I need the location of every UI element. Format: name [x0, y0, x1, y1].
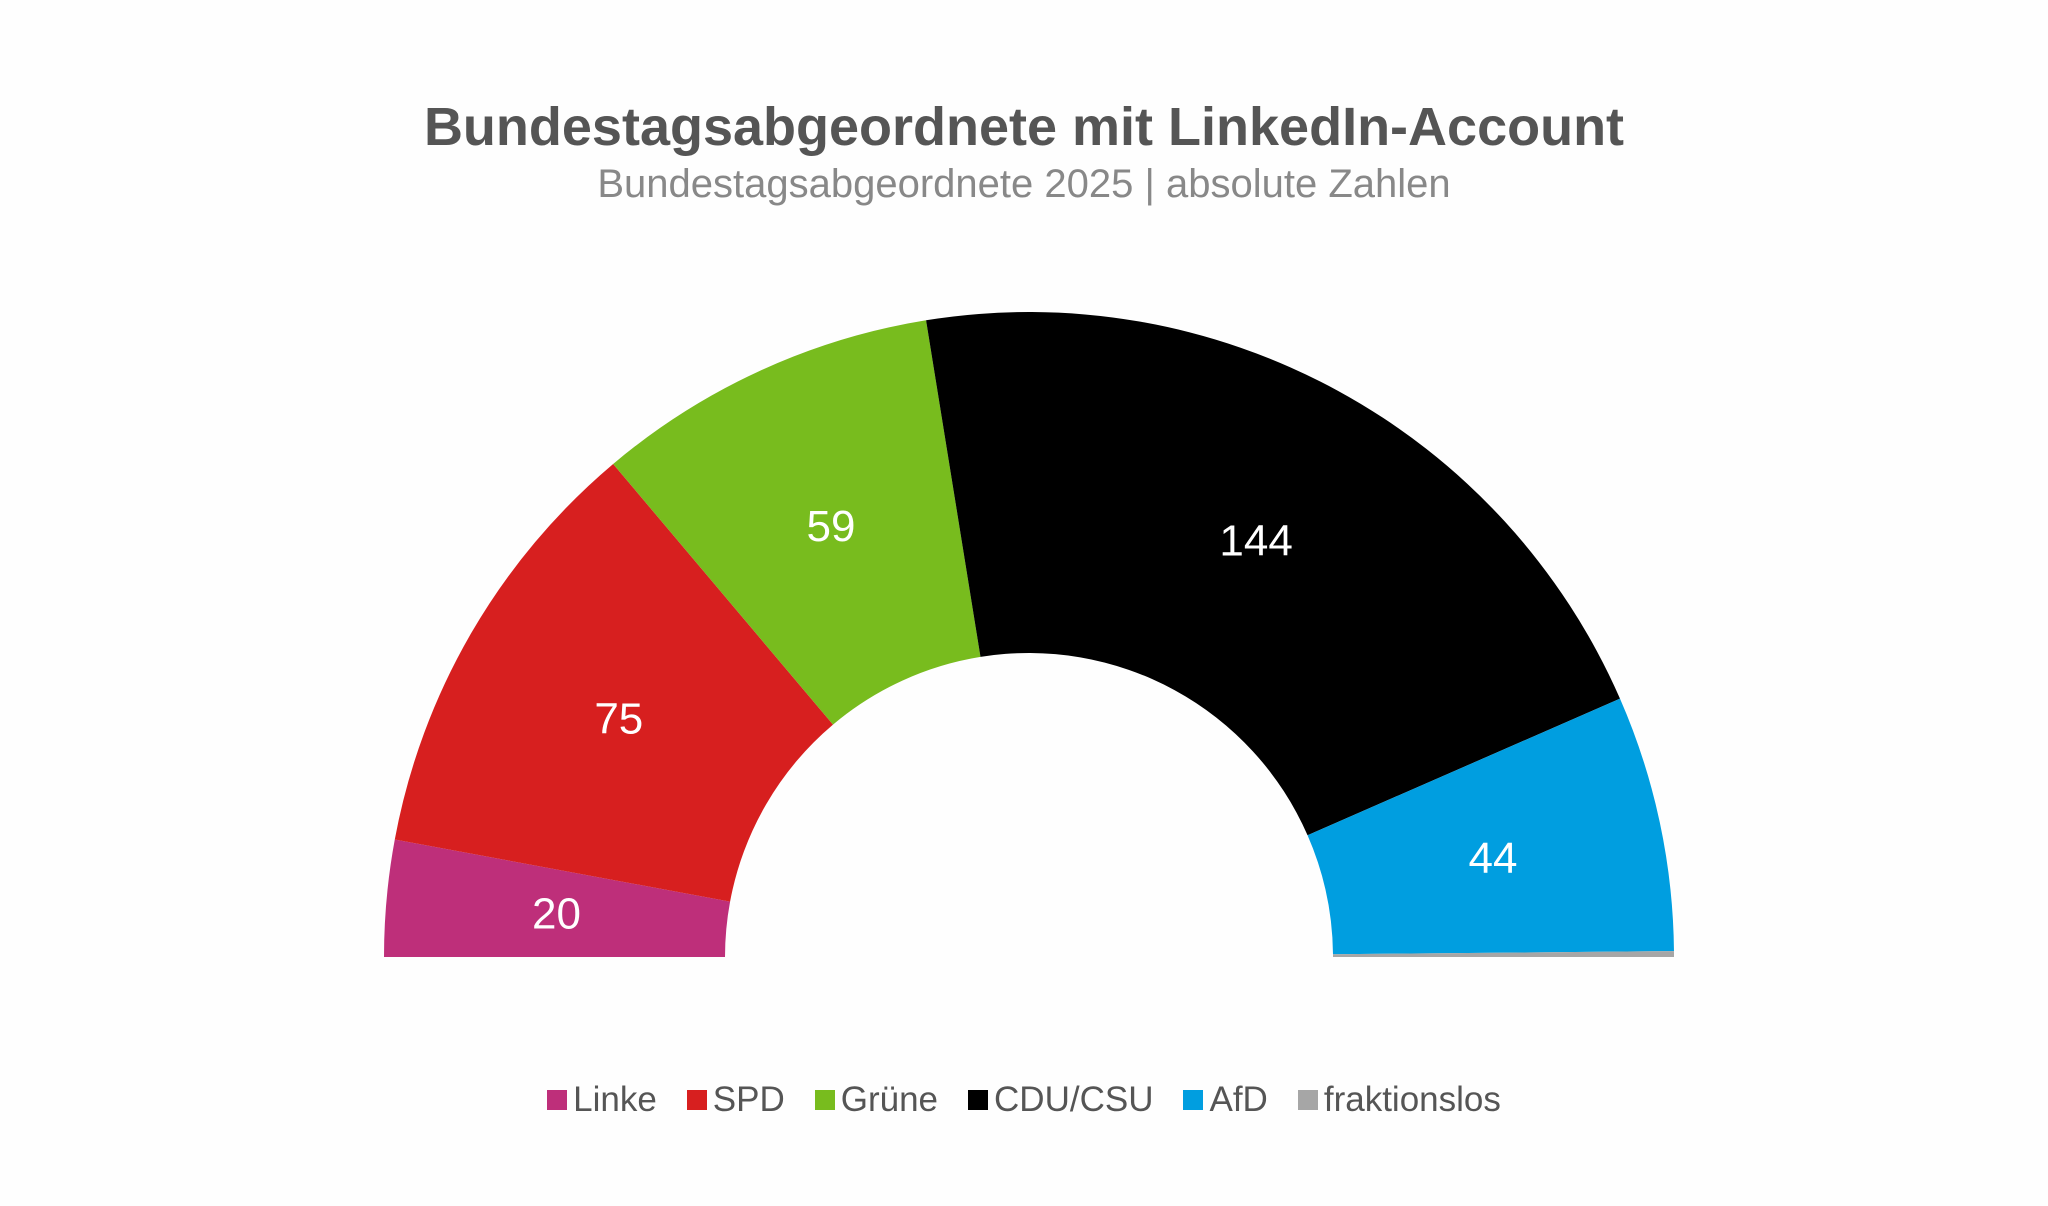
data-label: 144 [1219, 516, 1292, 565]
data-label: 59 [807, 502, 856, 551]
legend-swatch [968, 1090, 989, 1110]
legend-swatch [547, 1090, 568, 1110]
chart-title: Bundestagsabgeordnete mit LinkedIn-Accou… [423, 97, 1625, 157]
data-label: 75 [594, 694, 643, 743]
legend-label: Grüne [840, 1080, 939, 1119]
legend-label: SPD [712, 1080, 785, 1119]
slice-afd [1307, 698, 1674, 955]
legend-item: SPD [686, 1080, 785, 1120]
legend-item: Linke [547, 1080, 657, 1120]
legend-item: AfD [1183, 1080, 1268, 1120]
legend-label: Linke [573, 1080, 657, 1119]
slice-cducsu [926, 312, 1620, 836]
legend-label: fraktionslos [1323, 1080, 1501, 1119]
legend: Linke SPD Grüne CDU/CSU AfD fraktionslos [0, 1080, 2048, 1120]
slice-spd [394, 463, 834, 902]
data-label: 20 [532, 890, 581, 939]
legend-swatch [1297, 1090, 1318, 1110]
slice-grne [613, 320, 981, 725]
data-label: 44 [1469, 834, 1518, 883]
legend-swatch [814, 1090, 835, 1110]
chart-subtitle: Bundestagsabgeordnete 2025 | absolute Za… [597, 162, 1451, 206]
slice-linke [384, 839, 731, 957]
legend-item: CDU/CSU [968, 1080, 1153, 1120]
legend-label: AfD [1209, 1080, 1268, 1119]
legend-label: CDU/CSU [994, 1080, 1154, 1119]
slice-fraktionslos [1332, 951, 1674, 957]
legend-item: Grüne [814, 1080, 939, 1120]
legend-swatch [686, 1090, 707, 1110]
legend-swatch [1183, 1090, 1204, 1110]
legend-item: fraktionslos [1297, 1080, 1501, 1120]
